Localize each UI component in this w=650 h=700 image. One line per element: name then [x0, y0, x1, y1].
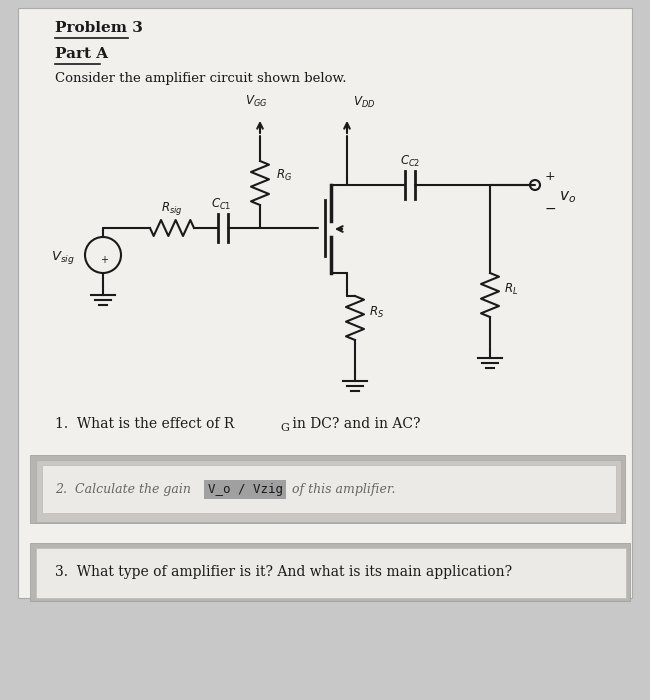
FancyBboxPatch shape [36, 460, 621, 522]
Text: G: G [280, 423, 289, 433]
Text: $V_{DD}$: $V_{DD}$ [353, 95, 375, 110]
FancyBboxPatch shape [204, 480, 286, 499]
Text: V_o / Vzig: V_o / Vzig [207, 483, 283, 496]
Text: Part A: Part A [55, 47, 108, 61]
Text: of this amplifier.: of this amplifier. [288, 483, 395, 496]
Text: Problem 3: Problem 3 [55, 21, 143, 35]
Text: $C_{C1}$: $C_{C1}$ [211, 197, 231, 212]
Text: in DC? and in AC?: in DC? and in AC? [288, 417, 421, 431]
Text: $R_{sig}$: $R_{sig}$ [161, 200, 183, 217]
FancyBboxPatch shape [30, 455, 625, 523]
FancyBboxPatch shape [18, 8, 632, 598]
Text: $C_{C2}$: $C_{C2}$ [400, 154, 420, 169]
Text: +: + [100, 255, 108, 265]
Text: +: + [545, 170, 556, 183]
FancyBboxPatch shape [42, 465, 616, 513]
Text: $v_o$: $v_o$ [559, 189, 576, 204]
Text: 1.  What is the effect of R: 1. What is the effect of R [55, 417, 234, 431]
Text: $V_{sig}$: $V_{sig}$ [51, 249, 75, 267]
Text: 2.  Calculate the gain: 2. Calculate the gain [55, 483, 195, 496]
Text: Consider the amplifier circuit shown below.: Consider the amplifier circuit shown bel… [55, 72, 346, 85]
Text: −: − [545, 202, 556, 216]
Text: $R_G$: $R_G$ [276, 168, 292, 183]
FancyBboxPatch shape [30, 543, 630, 601]
FancyBboxPatch shape [36, 548, 626, 598]
Text: 3.  What type of amplifier is it? And what is its main application?: 3. What type of amplifier is it? And wha… [55, 565, 512, 579]
Text: $R_S$: $R_S$ [369, 305, 384, 320]
Text: $V_{GG}$: $V_{GG}$ [245, 94, 267, 109]
Text: $R_L$: $R_L$ [504, 282, 518, 297]
